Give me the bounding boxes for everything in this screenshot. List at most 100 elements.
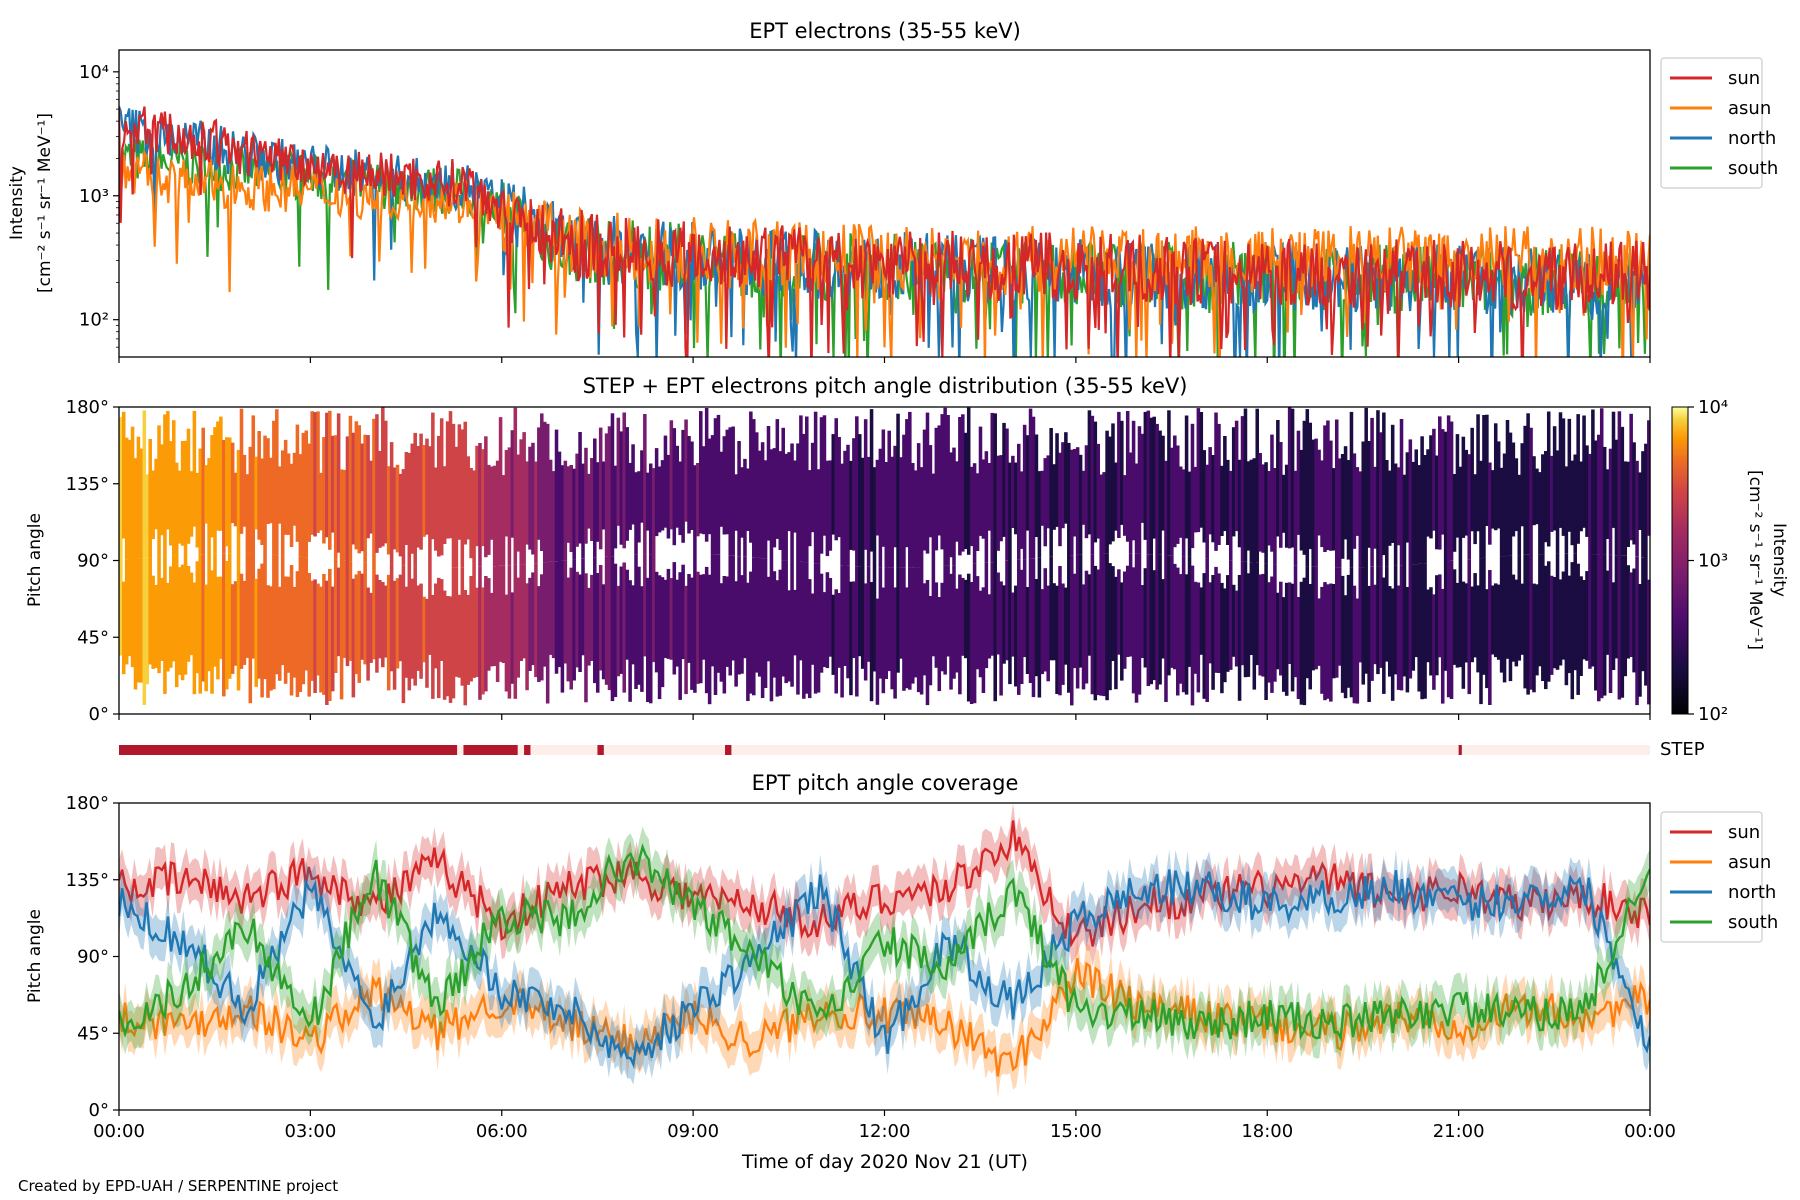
heatmap-cell [1358, 567, 1363, 663]
heatmap-cell [404, 452, 409, 545]
heatmap-cell [693, 553, 697, 693]
heatmap-cell [230, 442, 235, 524]
heatmap-cell [955, 461, 959, 542]
heatmap-cell [866, 456, 871, 567]
heatmap-cell [1349, 411, 1354, 568]
heatmap-cell [484, 576, 488, 692]
heatmap-cell [622, 412, 626, 549]
heatmap-cell [1302, 577, 1307, 706]
step-label: STEP [1660, 739, 1705, 760]
heatmap-cell [1143, 568, 1148, 668]
legend-box [1660, 811, 1763, 943]
step-active-interval [463, 745, 518, 755]
heatmap-cell [216, 421, 220, 531]
heatmap-cell [1476, 414, 1480, 532]
heatmap-cell [1611, 582, 1616, 670]
heatmap-cell [754, 432, 759, 558]
heatmap-cell [975, 473, 980, 551]
heatmap-cell [1202, 573, 1207, 699]
heatmap-cell [746, 468, 750, 531]
heatmap-cell [1564, 553, 1569, 686]
heatmap-cell [1276, 420, 1280, 537]
heatmap-cell [934, 427, 939, 551]
heatmap-cell [1143, 411, 1148, 540]
heatmap-cell [981, 587, 986, 693]
heatmap-cell [1332, 468, 1336, 551]
heatmap-cell [958, 574, 962, 695]
heatmap-cell [537, 586, 541, 682]
heatmap-cell [1485, 589, 1489, 689]
heatmap-cell [492, 465, 497, 567]
heatmap-cell [1093, 421, 1098, 543]
heatmap-cell [760, 442, 765, 559]
heatmap-cell [1597, 554, 1601, 702]
heatmap-cell [840, 463, 844, 566]
heatmap-cell [286, 453, 291, 535]
heatmap-cell [1061, 583, 1065, 685]
heatmap-cell [295, 571, 300, 697]
heatmap-cell [348, 561, 353, 661]
heatmap-cell [625, 427, 629, 541]
heatmap-cell [1273, 564, 1277, 682]
heatmap-cell [1620, 426, 1625, 556]
heatmap-cell [460, 567, 465, 686]
heatmap-cell [1414, 564, 1418, 658]
heatmap-cell [495, 460, 500, 567]
heatmap-cell [1064, 587, 1068, 665]
heatmap-cell [1037, 471, 1042, 558]
heatmap-cell [1402, 565, 1407, 677]
heatmap-cell [254, 578, 258, 687]
heatmap-cell [1055, 585, 1059, 694]
heatmap-cell [749, 571, 753, 694]
heatmap-cell [628, 462, 632, 530]
heatmap-cell [1329, 440, 1333, 551]
heatmap-cell [475, 587, 479, 677]
series-line-asun [119, 149, 1650, 357]
heatmap-cell [154, 584, 158, 668]
heatmap-cell [634, 554, 638, 689]
heatmap-cell [775, 580, 780, 697]
heatmap-cell [657, 466, 662, 533]
heatmap-cell [878, 448, 883, 568]
panel1-ylabel: Intensity [7, 166, 27, 240]
heatmap-cell [1040, 470, 1045, 526]
heatmap-cell [522, 432, 526, 565]
heatmap-cell [336, 567, 341, 657]
heatmap-cell [1423, 563, 1427, 699]
y-tick-label: 0° [89, 1100, 109, 1121]
heatmap-cell [1052, 464, 1056, 530]
heatmap-cell [160, 444, 164, 536]
heatmap-cell [428, 446, 432, 567]
heatmap-cell [481, 587, 485, 695]
heatmap-cell [1184, 415, 1189, 539]
heatmap-cell [1549, 455, 1554, 532]
heatmap-cell [487, 464, 491, 555]
heatmap-cell [884, 567, 889, 679]
heatmap-cell [436, 577, 441, 699]
heatmap-cell [1246, 461, 1251, 551]
heatmap-cell [1228, 470, 1233, 561]
heatmap-cell [666, 454, 671, 539]
heatmap-cell [1137, 426, 1142, 554]
heatmap-cell [1049, 428, 1053, 557]
heatmap-cell [796, 561, 800, 695]
heatmap-cell [121, 411, 126, 539]
heatmap-cell [1022, 424, 1027, 560]
coverage-band-sun [119, 803, 1650, 967]
heatmap-cell [1343, 446, 1348, 540]
heatmap-cell [946, 565, 950, 657]
heatmap-cell [448, 411, 453, 539]
heatmap-cell [177, 470, 182, 544]
heatmap-cell [142, 558, 147, 705]
heatmap-cell [222, 553, 226, 697]
heatmap-cell [1055, 433, 1059, 527]
heatmap-cell [1108, 563, 1112, 691]
heatmap-cell [498, 417, 503, 566]
heatmap-cell [1090, 415, 1095, 555]
heatmap-cell [819, 417, 824, 554]
heatmap-cell [145, 474, 150, 558]
heatmap-cell [1019, 569, 1024, 684]
heatmap-cell [966, 407, 971, 555]
heatmap-cell [1276, 592, 1280, 670]
heatmap-cell [610, 413, 615, 557]
